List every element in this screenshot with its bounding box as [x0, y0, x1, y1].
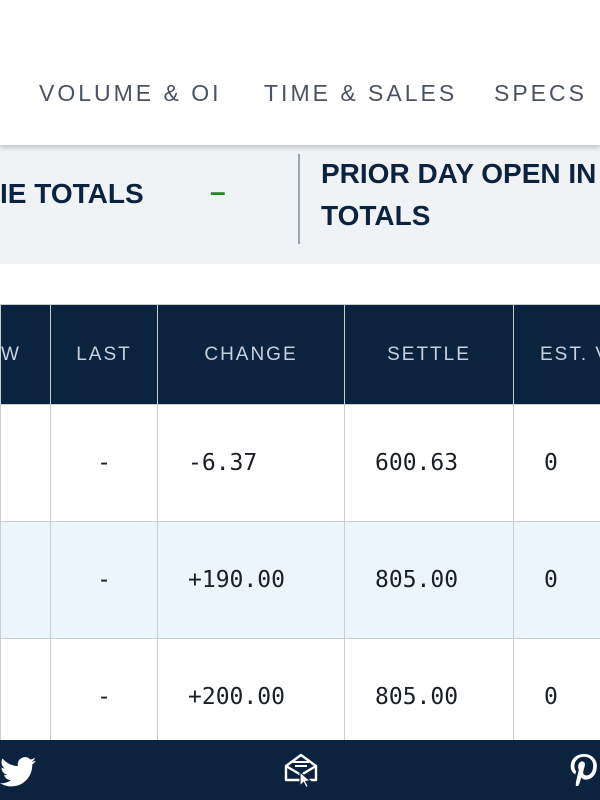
cell-change: +190.00 [157, 521, 345, 639]
tab-volume-oi[interactable]: VOLUME & OI [39, 80, 222, 106]
header-change[interactable]: CHANGE [157, 304, 345, 405]
cell-low [0, 638, 51, 756]
pinterest-icon[interactable] [568, 754, 600, 786]
cell-est-volume: 0 [513, 404, 600, 522]
table-row: - +200.00 805.00 0 [0, 638, 600, 756]
email-icon[interactable] [283, 752, 319, 788]
prior-day-oi-label: PRIOR DAY OPEN IN TOTALS [321, 153, 596, 237]
cell-settle: 805.00 [344, 521, 514, 639]
header-last[interactable]: LAST [50, 304, 158, 405]
cell-last: - [50, 521, 158, 639]
cell-settle: 600.63 [344, 404, 514, 522]
prior-day-oi-label-line2: TOTALS [321, 200, 431, 231]
share-bar [0, 740, 600, 800]
prior-day-oi-label-line1: PRIOR DAY OPEN IN [321, 158, 597, 189]
cell-change: -6.37 [157, 404, 345, 522]
cell-last: - [50, 404, 158, 522]
header-settle[interactable]: SETTLE [344, 304, 514, 405]
cell-low [0, 404, 51, 522]
tab-time-sales[interactable]: TIME & SALES [264, 80, 458, 106]
twitter-icon[interactable] [0, 757, 36, 787]
cell-last: - [50, 638, 158, 756]
cell-est-volume: 0 [513, 638, 600, 756]
tab-bar: VOLUME & OI TIME & SALES SPECS [0, 0, 600, 145]
table-row: - +190.00 805.00 0 [0, 521, 600, 639]
volume-totals-label: IE TOTALS [0, 178, 144, 209]
volume-totals-value: – [210, 176, 226, 207]
table-header-row: W LAST CHANGE SETTLE EST. V [0, 304, 600, 405]
cell-low [0, 521, 51, 639]
totals-divider [298, 154, 300, 244]
header-low[interactable]: W [0, 304, 51, 405]
header-est-volume[interactable]: EST. V [513, 304, 600, 405]
cell-settle: 805.00 [344, 638, 514, 756]
tab-specs[interactable]: SPECS [494, 80, 587, 106]
cell-change: +200.00 [157, 638, 345, 756]
cell-est-volume: 0 [513, 521, 600, 639]
quotes-table: W LAST CHANGE SETTLE EST. V - -6.37 600.… [0, 304, 600, 756]
table-row: - -6.37 600.63 0 [0, 404, 600, 522]
